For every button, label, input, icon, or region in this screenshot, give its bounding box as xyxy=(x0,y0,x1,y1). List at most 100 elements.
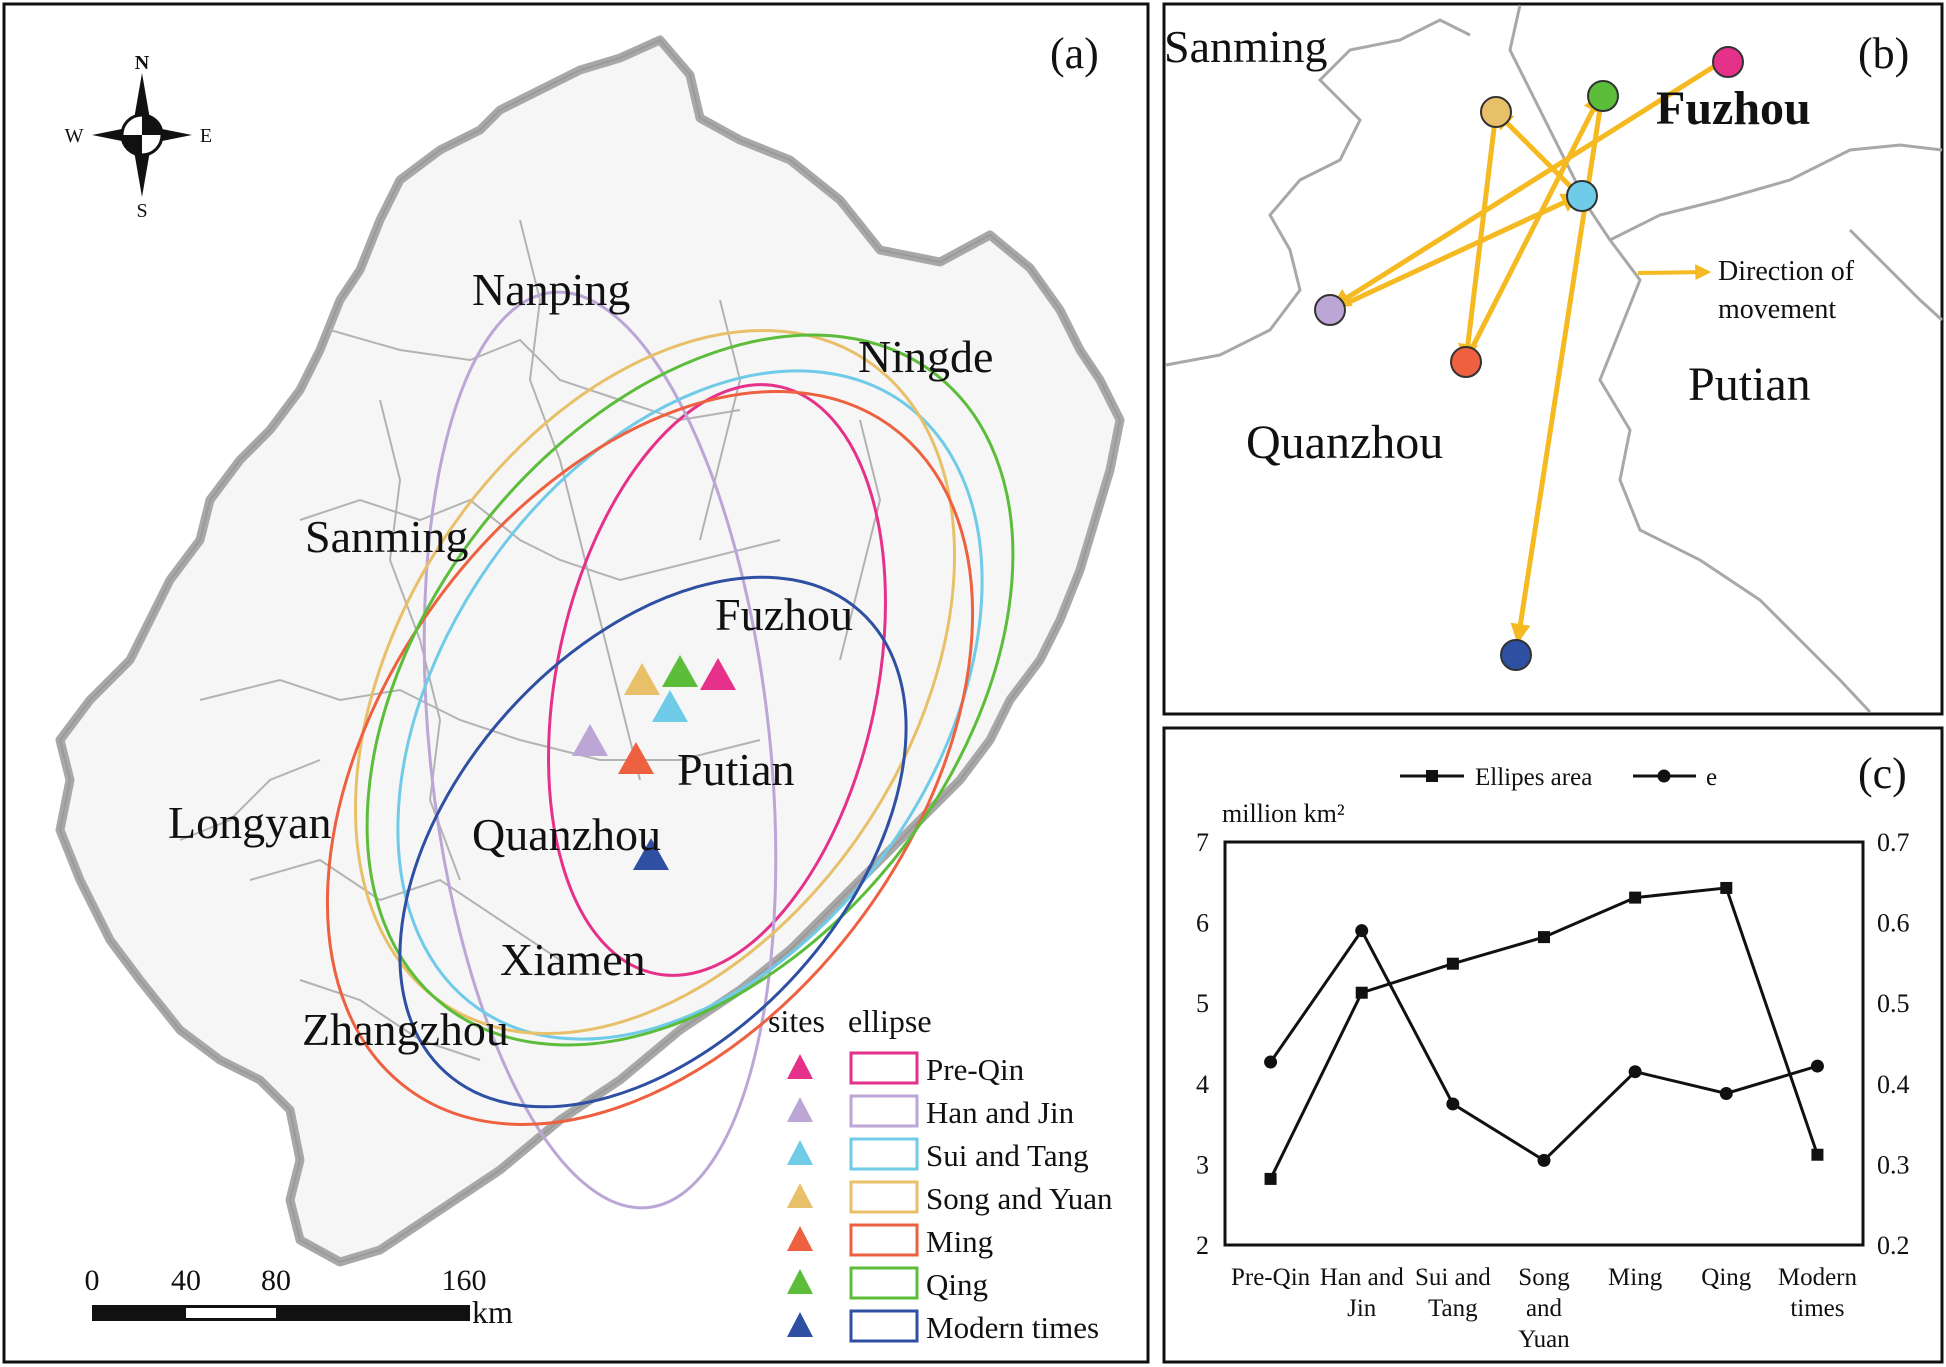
centroid-points xyxy=(1314,46,1744,671)
y-right-tick: 0.5 xyxy=(1877,989,1910,1018)
movement-legend-arrow xyxy=(1637,264,1712,281)
y-left-axis-label: million km² xyxy=(1222,799,1345,828)
ellipse-ming xyxy=(325,390,975,1126)
line-chart: 2 3 4 5 6 7 0.2 0.3 0.4 0.5 0.6 0.7 million km² Pre-Q… xyxy=(1196,764,1910,1353)
y-right-tick: 0.7 xyxy=(1877,828,1910,857)
compass-west: W xyxy=(65,125,84,147)
site-qing xyxy=(662,655,698,687)
point-ellipse-area xyxy=(1264,1172,1277,1185)
city-zhangzhou: Zhangzhou xyxy=(302,1004,509,1055)
legend-ellipse-song-and-yuan xyxy=(849,1180,919,1214)
y-right-tick: 0.3 xyxy=(1877,1150,1910,1179)
panel-c-label: (c) xyxy=(1858,749,1907,798)
centroid-modern-times xyxy=(1500,639,1532,671)
legend-label-ming: Ming xyxy=(926,1224,993,1259)
site-triangles xyxy=(572,655,736,870)
scale-tick-0: 0 xyxy=(85,1264,100,1297)
compass-south: S xyxy=(136,200,147,222)
legend-ellipse-qing xyxy=(849,1266,919,1300)
scale-tick-40: 40 xyxy=(171,1264,201,1297)
legend-label-han-and-jin: Han and Jin xyxy=(926,1095,1075,1130)
legend-site-song-and-yuan xyxy=(787,1183,813,1208)
centroid-pre-qin xyxy=(1712,46,1744,78)
ellipse-sui-and-tang xyxy=(396,369,984,1041)
point-e xyxy=(1537,1153,1551,1167)
y-left-tick: 7 xyxy=(1196,828,1209,857)
ellipse-pre-qin xyxy=(547,383,887,977)
panel-c-frame xyxy=(1162,726,1944,1364)
x-tick-label: Jin xyxy=(1347,1295,1377,1322)
legend-label-pre-qin: Pre-Qin xyxy=(926,1052,1025,1087)
map-a-city-labels: Nanping Ningde Sanming Fuzhou Putian Lon… xyxy=(168,264,993,1055)
city-quanzhou: Quanzhou xyxy=(472,809,661,860)
site-pre-qin xyxy=(700,658,736,690)
scale-bar: 0 40 80 160 km xyxy=(85,1264,514,1330)
y-right-tick: 0.2 xyxy=(1877,1231,1910,1260)
y-right-tick: 0.6 xyxy=(1877,909,1910,938)
panel-b-frame xyxy=(1162,2,1944,716)
legend-label-modern-times: Modern times xyxy=(926,1310,1099,1345)
legend-label-qing: Qing xyxy=(926,1267,988,1302)
site-ming xyxy=(618,742,654,774)
legend-ellipse-han-and-jin xyxy=(849,1094,919,1128)
x-tick-label: times xyxy=(1790,1295,1844,1322)
x-tick-label: Ming xyxy=(1608,1264,1663,1291)
city-fuzhou: Fuzhou xyxy=(715,589,853,640)
centroid-song-and-yuan xyxy=(1480,96,1512,128)
x-tick-label: Qing xyxy=(1701,1264,1752,1291)
legend-site-sui-and-tang xyxy=(787,1140,813,1165)
site-modern-times xyxy=(633,838,669,870)
point-e xyxy=(1719,1086,1733,1100)
panel-c: (c) 2 3 4 5 6 7 0.2 0.3 0.4 0.5 0.6 0.7 million km² P… xyxy=(1162,726,1944,1364)
compass-east: E xyxy=(200,125,212,147)
site-han-and-jin xyxy=(572,724,608,756)
x-tick-label: Song xyxy=(1518,1264,1570,1291)
panel-b-city-fuzhou: Fuzhou xyxy=(1656,82,1811,135)
point-e xyxy=(1628,1065,1642,1079)
compass-rose: N S W E xyxy=(65,52,213,222)
city-putian: Putian xyxy=(677,744,795,795)
legend-site-qing xyxy=(787,1269,813,1294)
point-ellipse-area xyxy=(1538,931,1550,944)
y-right-tick: 0.4 xyxy=(1877,1070,1910,1099)
point-e xyxy=(1264,1055,1278,1069)
panel-b-city-sanming: Sanming xyxy=(1164,21,1328,72)
panel-b-boundaries xyxy=(1165,4,1944,714)
centroid-han-and-jin xyxy=(1314,294,1346,326)
point-e xyxy=(1810,1059,1824,1073)
arrow-sui-to-song xyxy=(1493,109,1582,198)
ellipse-han-and-jin xyxy=(422,290,778,1210)
legend-ellipse-modern-times xyxy=(849,1309,919,1343)
x-tick-label: Sui and xyxy=(1415,1264,1491,1291)
legend-label-sui-and-tang: Sui and Tang xyxy=(926,1138,1089,1173)
plot-area xyxy=(1223,840,1865,1247)
centroid-ming xyxy=(1450,346,1482,378)
point-e xyxy=(1446,1097,1460,1111)
city-sanming: Sanming xyxy=(305,511,469,562)
legend-label-ellipse-area: Ellipes area xyxy=(1475,764,1592,791)
city-longyan: Longyan xyxy=(168,797,332,848)
legend-site-han-and-jin xyxy=(787,1097,813,1122)
legend-site-modern-times xyxy=(787,1312,813,1337)
point-ellipse-area xyxy=(1720,881,1733,894)
fujian-province-border xyxy=(58,38,1122,1264)
centroid-qing xyxy=(1587,80,1619,112)
compass-north: N xyxy=(135,52,150,74)
x-tick-label: Han and xyxy=(1320,1264,1404,1291)
legend-label-song-and-yuan: Song and Yuan xyxy=(926,1181,1113,1216)
x-tick-label: Yuan xyxy=(1518,1326,1570,1353)
movement-legend-line1: Direction of xyxy=(1718,256,1855,287)
point-ellipse-area xyxy=(1811,1148,1824,1161)
panel-b: Sanming Fuzhou Putian Quanzhou Direction… xyxy=(1162,2,1944,716)
arrow-ming-to-qing xyxy=(1463,92,1603,362)
legend-label-e: e xyxy=(1706,764,1717,791)
legend-marker-e xyxy=(1657,769,1671,783)
legend-a: sites ellipse Pre-Qin Han and Jin Sui and … xyxy=(768,1003,1113,1345)
scale-unit: km xyxy=(472,1294,513,1330)
x-tick-label: Tang xyxy=(1428,1295,1478,1322)
point-e xyxy=(1355,924,1369,938)
legend-sites-header: sites xyxy=(768,1003,825,1039)
x-tick-label: and xyxy=(1526,1295,1563,1322)
point-ellipse-area xyxy=(1446,957,1459,970)
